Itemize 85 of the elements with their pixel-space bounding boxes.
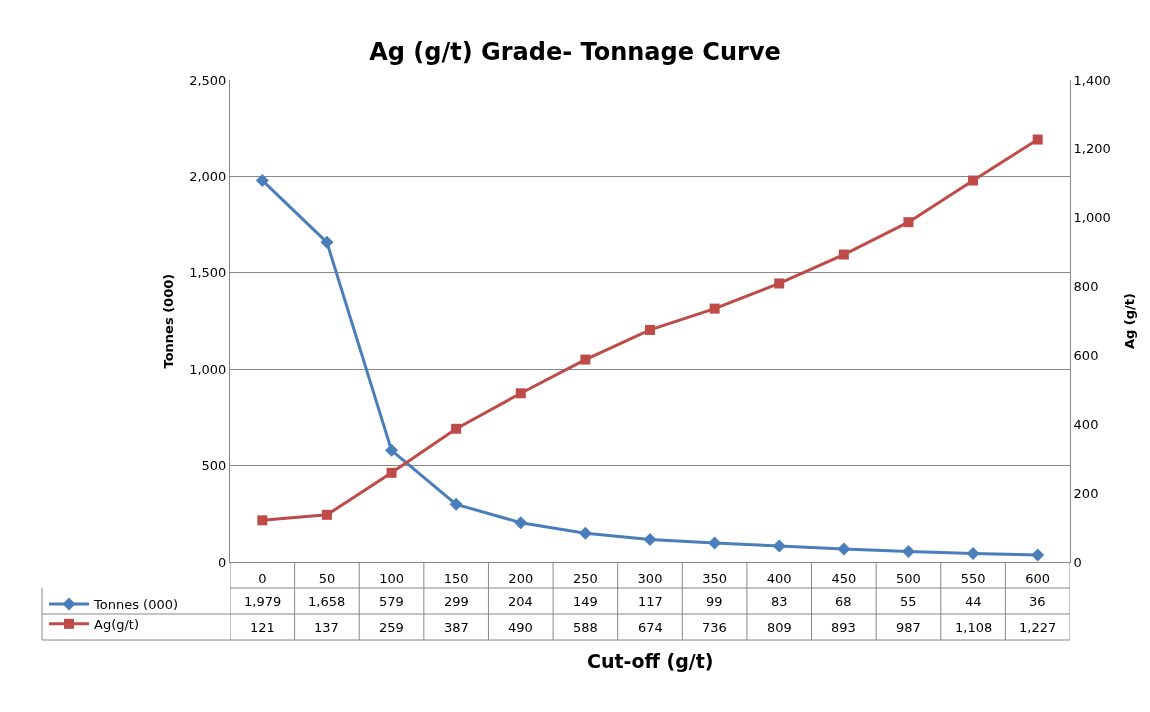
y-tick-label: 0 — [218, 554, 227, 570]
y2-axis-title: Ag (g/t) — [1122, 292, 1138, 350]
data-label: 259 — [379, 620, 404, 635]
data-label: 204 — [508, 594, 533, 609]
y2-tick-label: 200 — [1073, 485, 1099, 501]
data-label: 1,658 — [308, 594, 346, 609]
point — [1032, 134, 1043, 145]
point — [321, 509, 332, 520]
y-tick-label: 1,000 — [189, 361, 227, 377]
x-axis-title: Cut-off (g/t) — [587, 650, 714, 672]
point — [837, 542, 851, 556]
x-tick-label: 450 — [831, 570, 857, 586]
data-label: 1,979 — [244, 594, 282, 609]
y-tick-label: 1,500 — [189, 265, 227, 281]
data-label: 1,108 — [955, 620, 993, 635]
y2-tick-label: 400 — [1073, 416, 1099, 432]
point — [385, 443, 399, 457]
chart-title: Ag (g/t) Grade- Tonnage Curve — [369, 37, 781, 66]
data-label: 83 — [771, 594, 788, 609]
point — [708, 536, 722, 550]
x-tick-label: 250 — [572, 570, 598, 586]
y-axis-title: Tonnes (000) — [160, 273, 176, 369]
x-tick-label: 500 — [896, 570, 921, 586]
point — [514, 516, 528, 530]
point — [709, 303, 720, 314]
y-tick-label: 2,000 — [189, 168, 227, 184]
point — [580, 354, 591, 365]
point — [838, 249, 849, 260]
data-label: 987 — [896, 620, 921, 635]
data-label: 1,227 — [1019, 620, 1057, 635]
legend-label: Tonnes (000) — [93, 597, 179, 613]
data-label: 68 — [835, 594, 852, 609]
y-tick-label: 2,500 — [189, 72, 227, 88]
point — [578, 526, 592, 540]
data-label: 490 — [508, 620, 533, 635]
legend-label: Ag(g/t) — [94, 616, 140, 632]
y2-tick-label: 800 — [1073, 279, 1099, 295]
data-label: 137 — [314, 620, 339, 635]
x-tick-label: 0 — [258, 570, 267, 586]
point — [968, 175, 979, 186]
point — [451, 423, 462, 434]
data-label: 121 — [250, 620, 275, 635]
x-tick-label: 350 — [702, 570, 728, 586]
x-tick-label: 100 — [379, 570, 404, 586]
data-label: 387 — [444, 620, 469, 635]
point — [255, 173, 269, 187]
data-label: 736 — [702, 620, 727, 635]
x-tick-label: 300 — [637, 570, 663, 586]
point — [901, 544, 915, 558]
x-tick-label: 50 — [318, 570, 336, 586]
point — [966, 547, 980, 561]
x-tick-label: 400 — [766, 570, 792, 586]
point — [645, 324, 655, 335]
point — [515, 388, 526, 399]
x-tick-label: 600 — [1025, 570, 1051, 586]
point — [643, 532, 657, 546]
y-tick-label: 500 — [201, 458, 227, 474]
data-label: 579 — [379, 594, 404, 609]
x-tick-label: 150 — [443, 570, 469, 586]
point — [774, 278, 785, 289]
y2-tick-label: 1,000 — [1073, 210, 1111, 226]
data-label: 117 — [638, 594, 663, 609]
y2-tick-label: 1,400 — [1073, 72, 1111, 88]
y2-tick-label: 1,200 — [1073, 141, 1111, 157]
point — [449, 497, 463, 511]
point — [772, 539, 786, 553]
x-tick-label: 550 — [960, 570, 986, 586]
point — [1031, 548, 1045, 562]
data-label: 674 — [638, 620, 663, 635]
data-label: 44 — [965, 594, 982, 609]
data-label: 99 — [706, 594, 723, 609]
data-label: 149 — [573, 594, 598, 609]
data-label: 55 — [900, 594, 917, 609]
data-label: 588 — [573, 620, 598, 635]
point — [903, 217, 914, 228]
data-label: 299 — [444, 594, 469, 609]
y2-tick-label: 600 — [1073, 347, 1099, 363]
point — [257, 515, 268, 526]
x-tick-label: 200 — [508, 570, 534, 586]
data-label: 893 — [831, 620, 856, 635]
data-label: 809 — [767, 620, 792, 635]
y2-tick-label: 0 — [1073, 554, 1082, 570]
point — [320, 235, 334, 249]
data-label: 36 — [1029, 594, 1046, 609]
point — [386, 467, 397, 478]
